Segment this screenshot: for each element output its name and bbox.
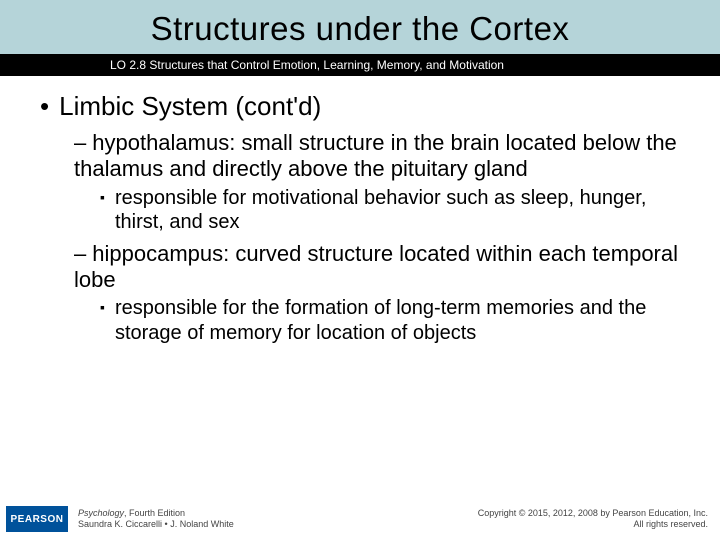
book-title-line: Psychology, Fourth Edition	[78, 508, 234, 519]
title-band: Structures under the Cortex	[0, 0, 720, 54]
book-authors: Saundra K. Ciccarelli • J. Noland White	[78, 519, 234, 530]
footer: PEARSON Psychology, Fourth Edition Saund…	[0, 498, 720, 540]
book-info: Psychology, Fourth Edition Saundra K. Ci…	[78, 508, 234, 530]
slide-title: Structures under the Cortex	[40, 10, 680, 48]
hypothalamus-text: hypothalamus: small structure in the bra…	[74, 130, 677, 181]
bullet-level1: • Limbic System (cont'd)	[40, 92, 680, 122]
bullet-level1-text: Limbic System (cont'd)	[59, 92, 321, 122]
bullet-level2-text: –hypothalamus: small structure in the br…	[74, 130, 677, 181]
bullet-icon: •	[40, 92, 49, 121]
bullet-level2-text: –hippocampus: curved structure located w…	[74, 241, 678, 292]
bullet-level2: –hippocampus: curved structure located w…	[74, 241, 680, 293]
copyright: Copyright © 2015, 2012, 2008 by Pearson …	[478, 508, 708, 530]
book-title: Psychology	[78, 508, 124, 518]
square-bullet-icon: ▪	[100, 186, 105, 208]
hippocampus-text: hippocampus: curved structure located wi…	[74, 241, 678, 292]
learning-objective: LO 2.8 Structures that Control Emotion, …	[110, 58, 680, 72]
hypothalamus-detail: responsible for motivational behavior su…	[115, 186, 680, 235]
dash-icon: –	[74, 130, 86, 155]
copyright-line2: All rights reserved.	[478, 519, 708, 530]
dash-icon: –	[74, 241, 86, 266]
square-bullet-icon: ▪	[100, 296, 105, 318]
book-edition: , Fourth Edition	[124, 508, 185, 518]
copyright-line1: Copyright © 2015, 2012, 2008 by Pearson …	[478, 508, 708, 519]
subtitle-band: LO 2.8 Structures that Control Emotion, …	[0, 54, 720, 76]
pearson-logo: PEARSON	[6, 506, 68, 532]
content-area: • Limbic System (cont'd) –hypothalamus: …	[0, 76, 720, 540]
hippocampus-detail: responsible for the formation of long-te…	[115, 296, 680, 345]
bullet-level3: ▪ responsible for the formation of long-…	[100, 296, 680, 345]
bullet-level3: ▪ responsible for motivational behavior …	[100, 186, 680, 235]
bullet-level2: –hypothalamus: small structure in the br…	[74, 130, 680, 182]
slide: Structures under the Cortex LO 2.8 Struc…	[0, 0, 720, 540]
